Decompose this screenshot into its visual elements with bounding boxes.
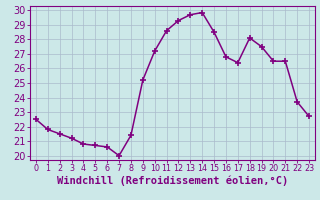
X-axis label: Windchill (Refroidissement éolien,°C): Windchill (Refroidissement éolien,°C) xyxy=(57,176,288,186)
